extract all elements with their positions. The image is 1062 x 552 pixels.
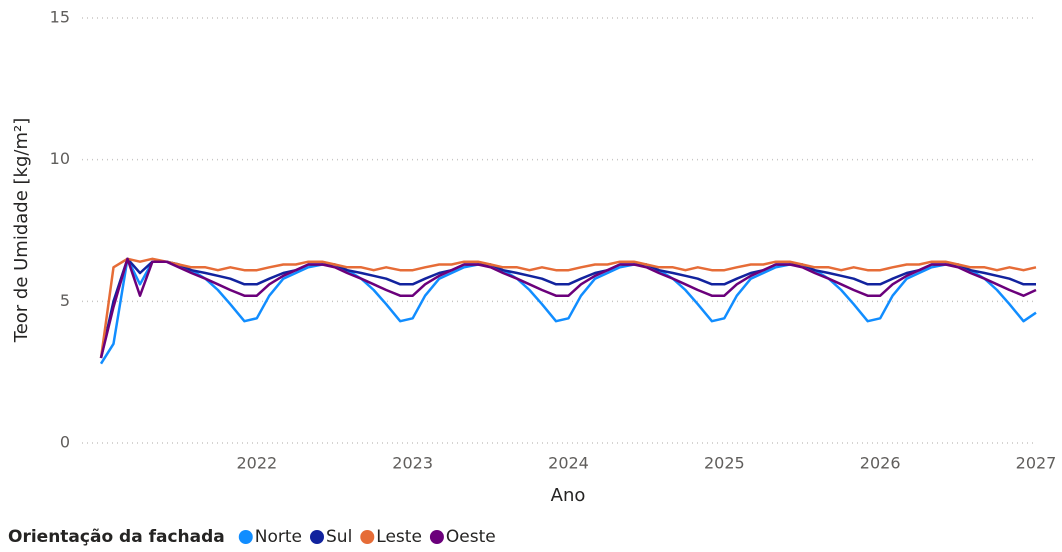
legend-label: Norte — [255, 527, 302, 547]
x-tick-label: 2027 — [1016, 454, 1057, 473]
series-line — [99, 257, 1037, 359]
legend-marker — [429, 530, 444, 544]
legend-label: Oeste — [446, 527, 496, 547]
legend-marker — [310, 530, 324, 544]
legend-label: Sul — [326, 527, 352, 547]
x-tick-label: 2025 — [704, 454, 745, 473]
x-tick-label: 2022 — [236, 454, 277, 473]
y-axis-title: Teor de Umidade [kg/m²] — [11, 118, 32, 343]
legend-marker — [360, 530, 375, 544]
y-tick-label: 0 — [60, 433, 70, 452]
x-tick-label: 2026 — [860, 454, 901, 473]
x-axis-title: Ano — [551, 485, 586, 506]
series-line — [99, 257, 1036, 359]
series-line — [99, 257, 1037, 359]
legend-marker — [238, 530, 253, 544]
legend-label: Leste — [376, 527, 422, 547]
y-tick-label: 15 — [50, 8, 70, 27]
x-tick-label: 2023 — [392, 454, 433, 473]
series-line — [99, 257, 1037, 365]
legend-title: Orientação da fachada — [8, 527, 225, 547]
y-tick-label: 5 — [60, 291, 70, 310]
y-tick-label: 10 — [50, 149, 70, 168]
x-tick-label: 2024 — [548, 454, 589, 473]
